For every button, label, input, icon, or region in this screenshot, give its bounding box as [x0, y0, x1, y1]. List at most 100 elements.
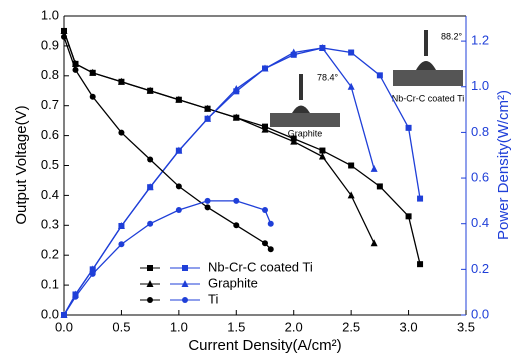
y2-tick-label: 1.0: [471, 78, 489, 93]
marker: [405, 124, 412, 131]
marker: [89, 68, 97, 76]
marker: [370, 164, 378, 172]
marker: [204, 104, 212, 112]
marker: [182, 265, 188, 271]
x-tick-label: 1.5: [227, 319, 245, 334]
marker: [89, 93, 96, 100]
y2-tick-label: 0.2: [471, 261, 489, 276]
y-tick-label: 0.6: [41, 127, 59, 142]
marker: [233, 222, 240, 229]
voltage-line: [63, 36, 272, 250]
inset-droplet: [416, 61, 436, 70]
y-tick-label: 0.2: [41, 247, 59, 262]
power-line: [63, 200, 272, 316]
marker: [147, 297, 153, 303]
y-tick-label: 0.1: [41, 277, 59, 292]
legend-label: Graphite: [208, 275, 258, 290]
marker: [318, 152, 326, 160]
y-tick-label: 0.5: [41, 157, 59, 172]
x-tick-label: 2.5: [342, 319, 360, 334]
marker: [262, 207, 268, 214]
x-axis-label: Current Density(A/cm²): [188, 337, 341, 354]
y-tick-label: 0.0: [41, 306, 59, 321]
marker: [233, 197, 240, 204]
x-tick-label: 2.0: [285, 319, 303, 334]
annotation: 78.4°: [317, 72, 339, 82]
inset-graphite: [270, 74, 340, 127]
y-tick-label: 0.9: [41, 37, 59, 52]
marker: [175, 183, 182, 190]
marker: [261, 64, 269, 72]
marker: [147, 156, 154, 163]
marker: [262, 240, 268, 247]
marker: [347, 191, 355, 199]
marker: [417, 195, 424, 202]
marker: [181, 280, 189, 287]
inset-needle: [424, 30, 428, 56]
x-tick-label: 3.0: [400, 319, 418, 334]
marker: [319, 147, 326, 154]
marker: [204, 204, 211, 211]
marker: [61, 33, 67, 40]
inset-substrate: [270, 113, 340, 127]
marker: [61, 312, 67, 318]
marker: [118, 129, 125, 136]
marker: [290, 137, 298, 145]
x-tick-label: 0.5: [112, 319, 130, 334]
marker: [318, 43, 326, 51]
marker: [146, 183, 154, 191]
y-tick-label: 0.7: [41, 97, 59, 112]
marker: [290, 48, 298, 56]
marker: [232, 85, 240, 93]
marker: [147, 265, 153, 271]
annotation: Nb-Cr-C coated Ti: [392, 93, 465, 103]
y2-tick-label: 0.0: [471, 306, 489, 321]
marker: [348, 49, 355, 56]
marker: [348, 162, 355, 169]
marker: [267, 220, 274, 227]
y-tick-label: 0.3: [41, 217, 59, 232]
annotation: 88.2°: [441, 31, 463, 41]
inset-substrate: [393, 70, 463, 86]
voltage-line: [63, 30, 375, 244]
marker: [60, 26, 68, 34]
marker: [204, 197, 211, 204]
x-tick-label: 0.0: [55, 319, 73, 334]
marker: [175, 146, 183, 154]
marker: [89, 265, 97, 273]
marker: [182, 297, 188, 303]
marker: [72, 293, 79, 300]
y-tick-label: 0.8: [41, 67, 59, 82]
marker: [347, 82, 355, 90]
marker: [72, 66, 79, 73]
marker: [117, 77, 125, 85]
marker: [376, 72, 383, 79]
marker: [376, 183, 383, 190]
marker: [89, 270, 96, 277]
y2-tick-label: 0.4: [471, 215, 489, 230]
marker: [261, 125, 269, 133]
legend-label: Ti: [208, 291, 218, 306]
marker: [417, 261, 424, 268]
y-axis-label: Output Voltage(V): [13, 105, 30, 224]
marker: [175, 207, 182, 214]
y2-tick-label: 0.8: [471, 124, 489, 139]
x-tick-label: 1.0: [170, 319, 188, 334]
y2-axis-label: Power Density(W/cm²): [495, 90, 512, 240]
inset-needle: [299, 74, 303, 100]
y-tick-label: 0.4: [41, 187, 59, 202]
inset-droplet: [292, 105, 310, 113]
marker: [147, 220, 154, 227]
marker: [204, 114, 212, 122]
marker: [175, 95, 183, 103]
marker: [405, 213, 412, 220]
y-tick-label: 1.0: [41, 7, 59, 22]
marker: [117, 221, 125, 229]
y2-tick-label: 1.2: [471, 33, 489, 48]
marker: [146, 280, 154, 287]
marker: [118, 241, 125, 248]
y2-tick-label: 0.6: [471, 169, 489, 184]
marker: [370, 239, 378, 247]
